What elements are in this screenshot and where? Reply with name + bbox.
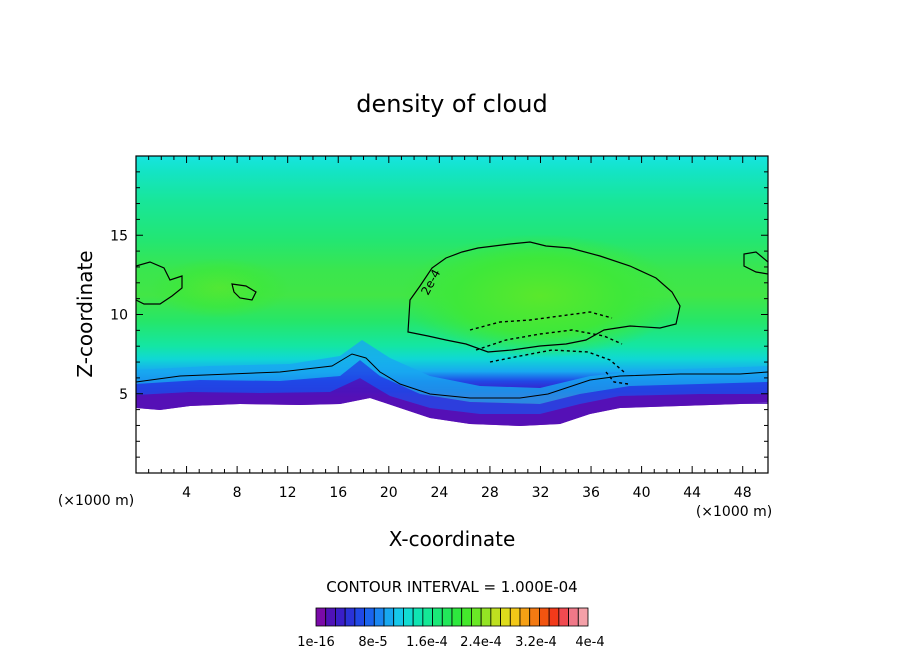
colorbar-swatch [412,607,424,627]
colorbar-swatch [451,607,463,627]
colorbar-label: 1e-16 [297,635,335,650]
x-tick-label: 8 [233,485,242,501]
contour-line-small [231,283,257,301]
colorbar-swatch [383,607,395,627]
x-unit-label: (×1000 m) [696,504,772,520]
contour-interval-text: CONTOUR INTERVAL = 1.000E-04 [326,578,577,596]
cloud-cyan-band [136,340,768,404]
x-tick-label: 24 [430,485,448,501]
colorbar-label: 3.2e-4 [515,635,557,650]
contour-line-left [136,261,183,305]
colorbar-swatch [325,607,336,627]
contour-line-right [743,251,768,275]
y-tick-label: 10 [110,308,128,324]
colorbar-label: 4e-4 [575,635,604,650]
x-tick-label: 44 [683,485,701,501]
x-axis-ticks: 4 8 12 16 20 24 28 32 36 40 44 48 [148,156,756,501]
y-axis-ticks: 5 10 15 [110,171,768,458]
plot-area: 2e-4 [136,156,768,473]
x-tick-label: 20 [380,485,398,501]
colorbar-swatch [441,607,453,627]
contour-line-lower [136,353,768,399]
colorbar-swatch [509,607,521,627]
x-tick-label: 16 [329,485,347,501]
x-tick-label: 32 [532,485,550,501]
cloud-blue-band [136,360,768,414]
x-axis-label: X-coordinate [389,527,516,551]
colorbar-swatch [539,607,550,627]
colorbar-swatch [461,607,472,627]
y-tick-label: 5 [119,387,128,403]
colorbar-swatch [500,607,511,627]
colorbar-swatch [490,607,501,627]
x-tick-label: 28 [481,485,499,501]
colorbar-swatch [558,607,569,627]
left-cloud-patch [150,258,290,318]
colorbar-label: 1.6e-4 [406,635,448,650]
colorbar-swatch [422,607,433,627]
cloud-base-band [136,378,768,426]
colorbar-swatch [568,607,579,627]
y-tick-label: 15 [110,228,128,244]
chart-title: density of cloud [356,90,547,118]
colorbar-swatch [403,607,414,627]
colorbar-swatch [548,607,560,627]
colorbar-swatch [364,607,375,627]
x-tick-label: 12 [279,485,297,501]
x-tick-label: 40 [633,485,651,501]
x-tick-label: 4 [182,485,191,501]
colorbar-swatch [577,607,589,627]
colorbar-swatch [519,607,531,627]
x-tick-label: 48 [734,485,752,501]
z-unit-label: (×1000 m) [58,493,134,509]
colorbar-swatch [354,607,365,627]
colorbar-swatch [335,607,346,627]
x-tick-label: 36 [582,485,600,501]
colorbar-swatch [315,607,327,627]
colorbar-swatch [344,607,356,627]
colorbar-swatch [471,607,482,627]
colorbar-swatch [393,607,404,627]
colorbar-swatch [373,607,385,627]
colorbar-label: 2.4e-4 [460,635,502,650]
contour-line-upper [407,241,681,353]
clear-air-region [136,398,768,473]
colorbar-label: 8e-5 [358,635,387,650]
colorbar [315,607,589,627]
colorbar-swatch [432,607,443,627]
colorbar-swatch [480,607,492,627]
upper-cloud-mass [400,234,680,358]
colorbar-swatch [529,607,540,627]
y-axis-label: Z-coordinate [73,250,97,377]
colorbar-labels: 1e-16 8e-5 1.6e-4 2.4e-4 3.2e-4 4e-4 [297,635,604,650]
